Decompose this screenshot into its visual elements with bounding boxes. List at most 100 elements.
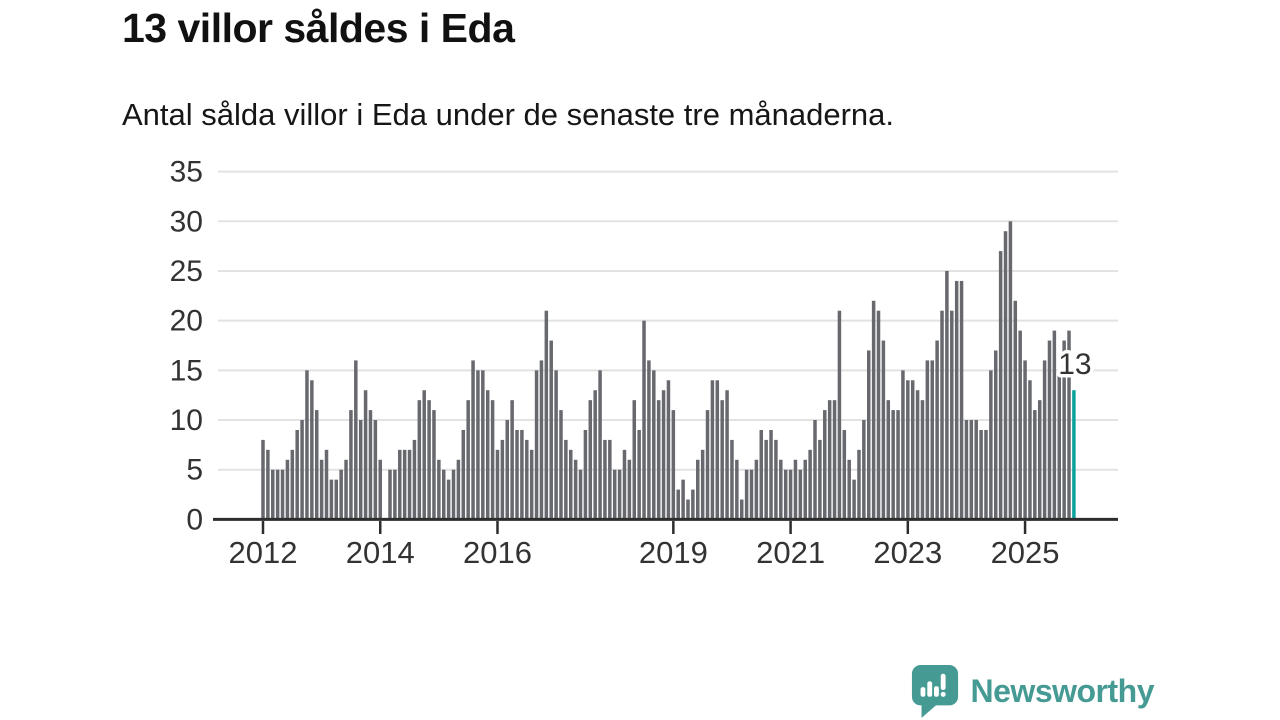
- bar: [803, 459, 807, 520]
- bar: [1033, 410, 1037, 520]
- bar: [1008, 221, 1013, 520]
- bar: [305, 370, 309, 520]
- bar: [857, 449, 861, 520]
- bar: [749, 469, 754, 520]
- bar: [661, 390, 666, 520]
- bar: [441, 469, 446, 520]
- bar: [842, 429, 847, 520]
- bar: [676, 489, 680, 520]
- bar: [617, 469, 622, 520]
- bar: [354, 360, 358, 520]
- bar: [485, 390, 490, 520]
- bar: [373, 420, 378, 520]
- y-tick-label: 35: [170, 156, 203, 189]
- bar: [798, 469, 803, 520]
- bar: [344, 459, 348, 520]
- bar: [632, 400, 637, 520]
- bar: [490, 400, 495, 520]
- bar: [319, 459, 324, 520]
- bar: [788, 469, 793, 520]
- y-tick-label: 30: [170, 205, 203, 238]
- bar: [520, 429, 524, 520]
- bar: [871, 300, 876, 520]
- bar: [945, 270, 949, 520]
- logo-bar-1: [920, 687, 925, 697]
- bar: [813, 420, 817, 520]
- bar: [691, 489, 695, 520]
- bar: [398, 449, 402, 520]
- bar: [1037, 400, 1042, 520]
- bar: [979, 429, 983, 520]
- bar: [622, 449, 627, 520]
- bar: [432, 410, 436, 520]
- y-tick-label: 15: [170, 354, 203, 387]
- bar: [261, 439, 265, 520]
- bar: [779, 459, 783, 520]
- bar: [852, 479, 856, 520]
- chart-title: 13 villor såldes i Eda: [122, 5, 515, 51]
- bar: [525, 439, 529, 520]
- bar: [769, 429, 773, 520]
- bar: [417, 400, 422, 520]
- bar: [1013, 300, 1018, 520]
- bar: [627, 459, 632, 520]
- bar: [774, 439, 778, 520]
- bar: [368, 410, 373, 520]
- bar: [402, 449, 407, 520]
- bar: [969, 420, 974, 520]
- bar: [671, 410, 676, 520]
- x-tick-label: 2019: [639, 535, 708, 570]
- x-tick-label: 2014: [346, 535, 415, 570]
- bar: [823, 410, 827, 520]
- bar: [720, 400, 724, 520]
- bar: [994, 350, 998, 520]
- bar: [910, 380, 915, 520]
- bar: [290, 449, 295, 520]
- bar: [266, 449, 270, 520]
- bar: [1028, 380, 1032, 520]
- x-tick-label: 2023: [873, 535, 942, 570]
- newsworthy-branding: Newsworthy: [910, 662, 1155, 720]
- bar: [310, 380, 314, 520]
- bar: [837, 310, 842, 520]
- bar: [573, 459, 578, 520]
- bar: [1003, 231, 1008, 520]
- bar: [324, 449, 329, 520]
- bar: [329, 479, 334, 520]
- current-period-bar: [1072, 390, 1076, 520]
- bar: [998, 251, 1003, 520]
- bar: [656, 400, 661, 520]
- bar: [358, 420, 363, 520]
- bar: [608, 439, 612, 520]
- bar: [271, 469, 275, 520]
- bar: [866, 350, 871, 520]
- bar: [295, 429, 299, 520]
- bar: [451, 469, 456, 520]
- x-tick-label: 2016: [463, 535, 532, 570]
- bar: [735, 459, 739, 520]
- bar: [876, 310, 881, 520]
- x-tick-label: 2025: [991, 535, 1060, 570]
- bar: [515, 429, 519, 520]
- bar: [314, 410, 319, 520]
- bar: [334, 479, 339, 520]
- bar: [896, 410, 900, 520]
- bar: [300, 420, 304, 520]
- bar: [925, 360, 930, 520]
- bar: [793, 459, 798, 520]
- logo-bar-3: [933, 686, 939, 697]
- bar: [681, 479, 685, 520]
- bar: [544, 310, 549, 520]
- logo-bar-2: [926, 681, 932, 697]
- bar: [783, 469, 788, 520]
- bar: [505, 420, 509, 520]
- bar: [1018, 330, 1022, 520]
- bar: [700, 449, 705, 520]
- bar: [554, 370, 558, 520]
- bar: [588, 400, 593, 520]
- bar: [500, 439, 505, 520]
- logo-exclamation-bar: [940, 673, 946, 691]
- y-tick-label: 20: [170, 305, 203, 338]
- bar: [1023, 360, 1027, 520]
